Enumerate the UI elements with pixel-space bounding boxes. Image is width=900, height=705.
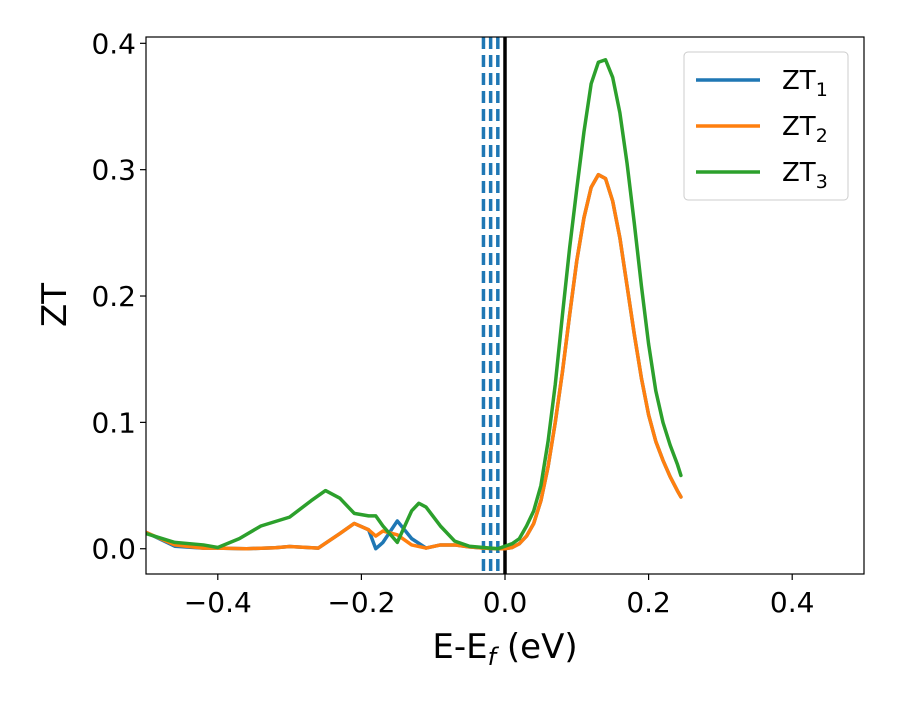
series-lines [146, 57, 683, 551]
legend-label-zt1: ZT1 [782, 66, 828, 101]
y-axis-label: ZT [35, 283, 75, 327]
legend: ZT1 ZT2 ZT3 [683, 51, 849, 201]
series-line-zt1 [146, 172, 683, 551]
y-tick-label: 0.1 [91, 406, 136, 439]
x-tick-label: 0.0 [483, 586, 528, 619]
x-axis-label: E-Ef (eV) [432, 627, 577, 671]
series-line-zt3 [146, 57, 683, 551]
x-axis-label-main: E-E [432, 627, 487, 667]
x-axis-label-unit: (eV) [496, 627, 578, 667]
x-tick-label: −0.2 [327, 586, 395, 619]
y-tick-label: 0.2 [91, 280, 136, 313]
legend-label-zt3: ZT3 [782, 158, 828, 193]
series-line-zt2 [146, 172, 683, 551]
legend-box [683, 51, 849, 201]
x-tick-label: −0.4 [184, 586, 252, 619]
plot-frame [145, 36, 865, 575]
y-tick-label: 0.4 [91, 27, 136, 60]
legend-label-zt2: ZT2 [782, 112, 828, 147]
x-tick-label: 0.4 [770, 586, 815, 619]
reference-lines [481, 37, 507, 574]
y-tick-label: 0.0 [91, 533, 136, 566]
y-tick-label: 0.3 [91, 154, 136, 187]
axis-ticks: −0.4 −0.2 0.0 0.2 0.4 0.0 0.1 0.2 0.3 0.4 [91, 27, 814, 619]
x-tick-label: 0.2 [626, 586, 671, 619]
